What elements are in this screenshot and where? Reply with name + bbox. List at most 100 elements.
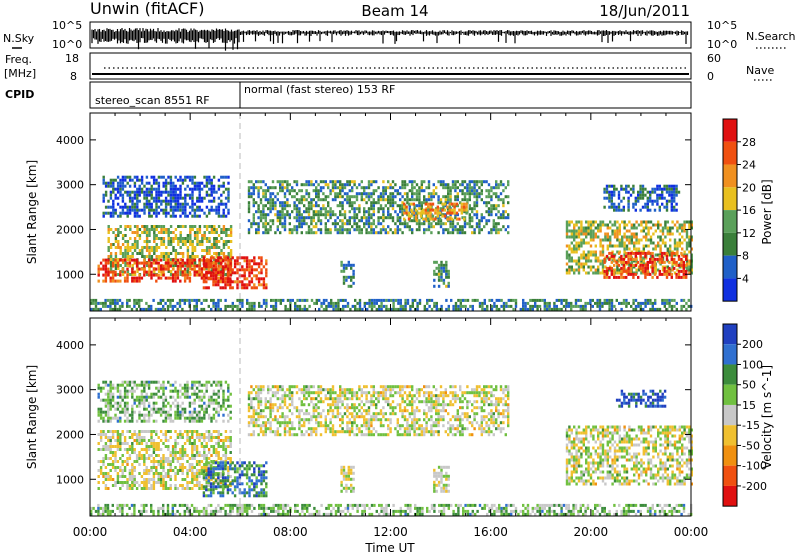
power-cell bbox=[157, 276, 160, 280]
power-cell bbox=[649, 298, 652, 302]
power-cell bbox=[319, 210, 323, 214]
power-cell bbox=[126, 181, 129, 185]
power-cell bbox=[426, 307, 429, 311]
power-cell bbox=[635, 226, 638, 230]
power-cell bbox=[348, 228, 351, 232]
power-cell bbox=[145, 307, 148, 311]
velocity-cell bbox=[135, 433, 139, 436]
power-cell bbox=[649, 193, 652, 197]
power-cell bbox=[174, 228, 178, 231]
power-cell bbox=[387, 298, 390, 302]
power-cell bbox=[301, 298, 304, 302]
power-cell bbox=[164, 178, 168, 182]
power-cell bbox=[310, 183, 313, 187]
power-cell bbox=[355, 198, 359, 202]
power-cell bbox=[646, 260, 649, 264]
power-cell bbox=[212, 264, 216, 268]
power-cell bbox=[625, 190, 628, 194]
velocity-cell bbox=[138, 442, 141, 445]
power-cell bbox=[131, 258, 134, 262]
power-cell bbox=[112, 214, 115, 218]
power-cell bbox=[370, 213, 373, 217]
power-cell bbox=[138, 178, 141, 182]
power-cell bbox=[427, 205, 430, 209]
velocity-cell bbox=[167, 445, 170, 448]
power-cell bbox=[126, 249, 130, 252]
power-cell bbox=[341, 222, 344, 226]
power-cell bbox=[107, 184, 110, 188]
power-cell bbox=[429, 214, 432, 218]
power-cell bbox=[104, 258, 108, 262]
power-cell bbox=[589, 298, 592, 302]
power-cell bbox=[121, 234, 125, 237]
velocity-cell bbox=[114, 439, 117, 442]
power-cell bbox=[574, 301, 578, 305]
power-cell bbox=[485, 180, 488, 184]
power-cell bbox=[259, 216, 263, 220]
power-cell bbox=[124, 175, 127, 179]
power-cell bbox=[663, 205, 666, 209]
power-cell bbox=[133, 270, 136, 274]
power-cell bbox=[625, 271, 629, 275]
power-cell bbox=[424, 211, 427, 215]
power-cell bbox=[430, 222, 433, 226]
power-cell bbox=[653, 208, 657, 212]
power-cell bbox=[177, 237, 180, 240]
power-cell bbox=[466, 192, 469, 196]
power-cell bbox=[445, 266, 448, 270]
power-cell bbox=[585, 241, 588, 245]
power-cell bbox=[415, 208, 418, 212]
power-cell bbox=[121, 261, 125, 264]
power-cell bbox=[682, 263, 685, 267]
power-cell bbox=[334, 183, 337, 187]
velocity-cell bbox=[164, 475, 168, 478]
power-cell bbox=[668, 190, 671, 194]
power-cell bbox=[252, 222, 255, 226]
power-cell bbox=[212, 274, 215, 278]
power-cell bbox=[159, 264, 163, 268]
power-cell bbox=[625, 260, 628, 264]
power-cell bbox=[594, 253, 597, 257]
power-cell bbox=[279, 204, 282, 208]
power-cell bbox=[418, 225, 421, 229]
velocity-cell bbox=[104, 466, 108, 469]
power-cell bbox=[415, 183, 419, 187]
power-cell bbox=[627, 184, 630, 188]
power-cell bbox=[577, 262, 581, 266]
power-cell bbox=[272, 304, 275, 308]
power-cell bbox=[186, 255, 190, 258]
power-cell bbox=[343, 228, 347, 232]
power-cell bbox=[307, 201, 311, 205]
power-cell bbox=[231, 301, 234, 305]
power-cell bbox=[269, 228, 272, 232]
power-cell bbox=[661, 268, 665, 272]
power-cell bbox=[635, 268, 638, 272]
power-cell bbox=[465, 208, 468, 212]
power-cell bbox=[673, 184, 676, 188]
power-cell bbox=[685, 265, 689, 269]
power-cell bbox=[114, 178, 117, 182]
power-cell bbox=[172, 211, 175, 215]
power-cell bbox=[599, 271, 602, 275]
power-cell bbox=[377, 210, 380, 214]
power-cell bbox=[565, 298, 568, 302]
power-cell bbox=[562, 298, 566, 302]
power-cell bbox=[157, 205, 161, 209]
power-cell bbox=[606, 298, 609, 302]
power-cell bbox=[157, 211, 161, 215]
power-cell bbox=[200, 307, 203, 311]
power-cell bbox=[104, 270, 108, 274]
power-cell bbox=[372, 219, 375, 223]
power-cell bbox=[442, 278, 446, 282]
power-cell bbox=[317, 189, 320, 193]
power-cell bbox=[408, 207, 411, 211]
power-cell bbox=[625, 184, 628, 188]
power-cell bbox=[475, 210, 479, 214]
power-cell bbox=[136, 205, 139, 209]
power-cell bbox=[430, 298, 434, 302]
power-cell bbox=[676, 247, 679, 251]
power-cell bbox=[690, 247, 693, 251]
power-cell bbox=[207, 277, 210, 281]
power-cell bbox=[459, 231, 462, 235]
